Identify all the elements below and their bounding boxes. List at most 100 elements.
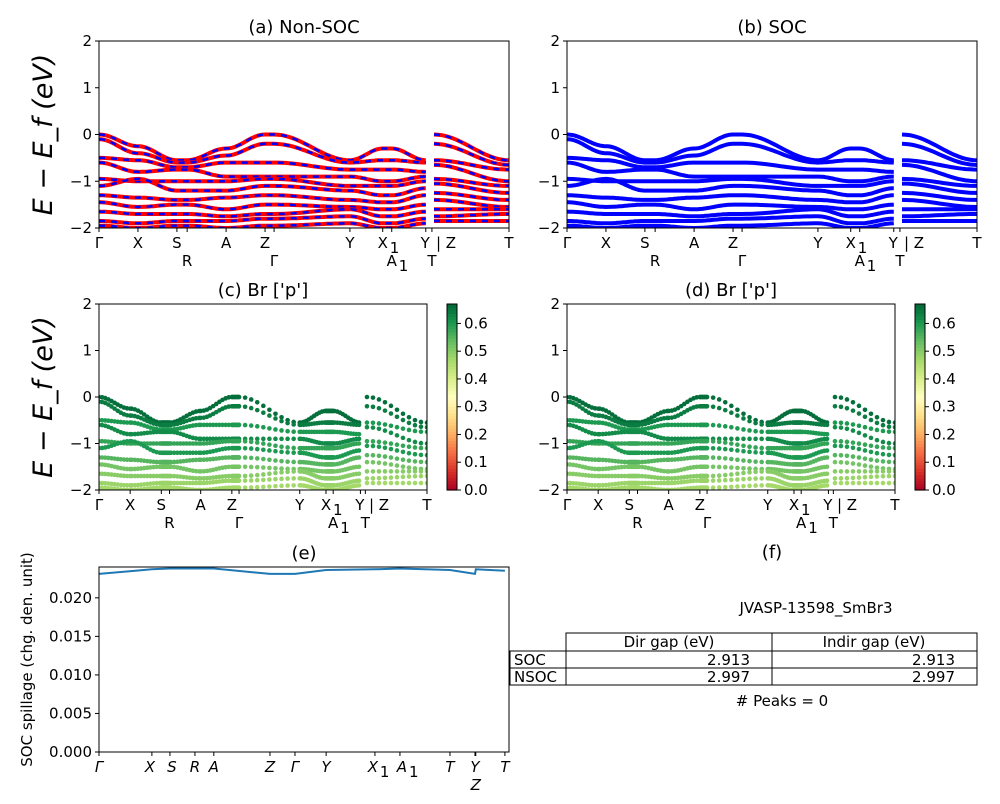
band-point [400,435,406,441]
colorbar-segment [915,372,925,376]
band-point [267,457,272,463]
colorbar-segment [915,486,925,491]
band-point [759,483,764,488]
band-point [394,407,400,413]
colorbar-segment [915,421,925,426]
band-point [747,470,752,475]
band-point [412,469,418,474]
band-point [394,448,400,453]
band-point [862,407,868,413]
band-point [735,471,740,477]
colorbar-segment [447,307,457,311]
y-tick-label: 1 [550,342,560,360]
colorbar-segment [447,462,457,466]
x-tick-subscript: 1 [808,519,818,537]
band-point [850,422,856,427]
band-point [862,433,868,438]
colorbar-segment [915,431,925,435]
band-point [880,422,886,428]
cell-nsoc-dir: 2.997 [707,668,750,686]
y-tick-label: 0 [82,126,92,144]
band-point [382,428,388,433]
band-line [567,214,894,226]
band-point [424,469,427,474]
band-point [356,431,362,437]
band-point [394,463,400,468]
colorbar-segment [915,344,925,348]
band-point [382,469,388,474]
band-point [279,476,284,482]
band-point [418,452,424,458]
colorbar-segment [447,412,457,417]
band-point [862,448,868,453]
band-point [850,440,856,445]
band-point [236,455,242,460]
band-point [388,480,394,486]
band-point [832,480,838,486]
band-point [716,478,722,483]
band-point [376,480,382,486]
band-point [242,422,248,428]
band-point [704,485,710,490]
band-point [406,444,412,450]
colorbar-segment [915,316,925,321]
band-point [868,480,874,486]
colorbar-segment [447,483,457,488]
band-point [236,485,242,490]
band-point [735,426,740,431]
colorbar-segment [447,335,457,339]
band-point [254,484,260,490]
x-tick-label: A [196,496,207,514]
band-point [824,441,830,446]
band-point [759,436,764,442]
colorbar-segment [915,353,925,358]
band-point [285,436,290,442]
colorbar-segment [447,403,457,407]
band-line-spin-down [433,177,509,188]
band-point [716,423,722,428]
band-point [874,474,880,479]
band-point [273,411,278,417]
band-point [886,440,892,446]
band-point [273,427,278,432]
band-point [868,435,874,441]
colorbar-tick-label: 0.4 [932,370,956,388]
band-point [832,424,838,430]
band-line-spin-down [99,222,426,228]
band-point [868,449,874,455]
band-point [236,394,242,400]
band-point [874,450,880,456]
band-point [254,440,260,445]
band-point [886,445,892,451]
colorbar-segment [915,418,925,423]
band-point [729,484,734,490]
band-point [400,449,406,455]
colorbar-frame [446,303,458,491]
band-point [424,445,427,451]
band-point [418,440,424,446]
band-point [856,423,862,429]
band-point [388,469,394,474]
x-tick-label: Γ [95,496,104,514]
colorbar-tick-label: 0.6 [464,314,488,332]
colorbar-segment [447,431,457,435]
band-point [838,425,844,430]
band-point [838,480,844,486]
band-point [704,445,710,451]
band-line [567,132,894,163]
band-point [838,443,844,449]
band-point [850,399,856,405]
band-point [285,445,290,450]
colorbar-segment [447,375,457,379]
colorbar-segment [915,387,925,392]
band-point [886,419,892,425]
colorbar-segment [915,369,925,373]
band-point [824,448,830,453]
colorbar-tick-label: 0.1 [932,453,956,471]
x-tick-label: R [164,514,174,532]
band-point [412,417,418,423]
band-point [279,458,284,464]
